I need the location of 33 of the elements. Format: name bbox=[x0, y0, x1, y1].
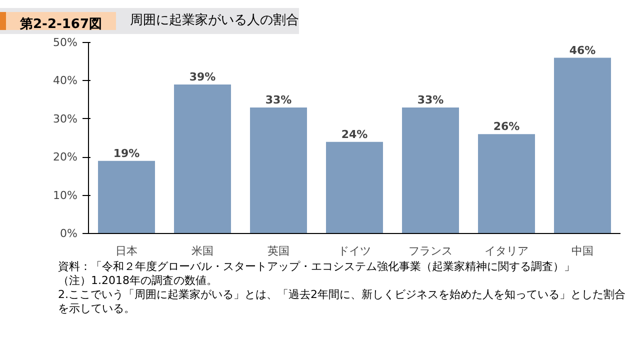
data-label: 46% bbox=[569, 44, 596, 57]
x-tick-label: 英国 bbox=[268, 244, 290, 258]
bar bbox=[174, 84, 231, 234]
x-tick-label: 米国 bbox=[192, 244, 214, 258]
y-tick-label: 20% bbox=[53, 150, 78, 164]
x-tick-label: ドイツ bbox=[338, 244, 371, 258]
y-tick-label: 0% bbox=[60, 227, 78, 240]
data-label: 33% bbox=[265, 93, 292, 106]
bar bbox=[402, 107, 459, 234]
y-tick-label: 30% bbox=[53, 112, 78, 126]
data-label: 26% bbox=[493, 120, 520, 134]
bar bbox=[554, 58, 611, 234]
bar bbox=[250, 107, 307, 234]
y-tick-label: 40% bbox=[53, 74, 78, 88]
data-label: 33% bbox=[417, 93, 444, 106]
x-tick-label: 中国 bbox=[572, 244, 594, 258]
text: 資料：「令和２年度グローバル・スタートアップ・エコシステム強化事業（起業家精神に関する調査）」 bbox=[58, 260, 576, 274]
data-label: 19% bbox=[113, 146, 140, 160]
bar bbox=[326, 142, 383, 234]
chart-subtitle: 周囲に起業家がいる人の割合 bbox=[129, 12, 300, 30]
x-tick-label: フランス bbox=[408, 244, 452, 258]
data-label: 24% bbox=[341, 128, 368, 141]
data-label: 39% bbox=[189, 70, 216, 84]
y-tick-label: 10% bbox=[53, 188, 78, 202]
y-tick-label: 50% bbox=[53, 36, 78, 49]
x-tick-label: 日本 bbox=[116, 244, 138, 258]
text: 2.ここでいう「周囲に起業家がいる」とは、「過去2年間に、新しくビジネスを始めた人を知っている」とした割合を示している。 bbox=[58, 288, 626, 316]
header: 第2-2-167図 周囲に起業家がいる人の割合 bbox=[0, 8, 300, 34]
bar bbox=[98, 160, 155, 234]
bar bbox=[478, 134, 535, 234]
chart-title: 第2-2-167図 bbox=[0, 12, 116, 32]
x-tick-label: イタリア bbox=[484, 244, 528, 258]
text: （注）1.2018年の調査の数値。 bbox=[58, 274, 218, 288]
